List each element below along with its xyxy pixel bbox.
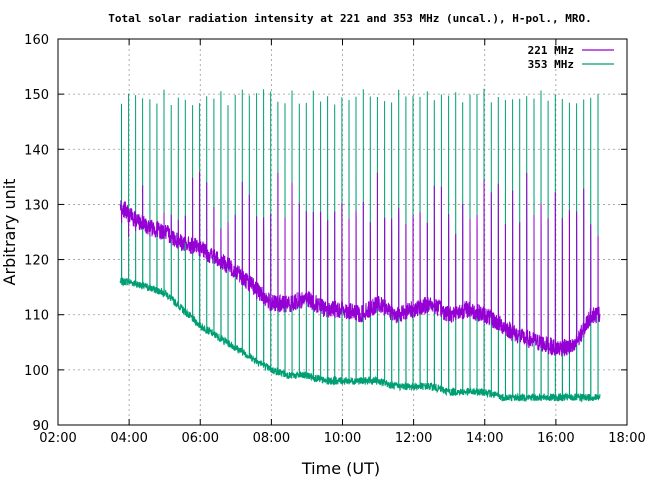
series-line-221-mhz bbox=[119, 171, 601, 357]
y-tick-label: 100 bbox=[24, 364, 49, 379]
y-tick-label: 140 bbox=[24, 143, 49, 158]
y-tick-label: 150 bbox=[24, 88, 49, 103]
x-axis-label: Time (UT) bbox=[301, 459, 380, 478]
x-tick-label: 04:00 bbox=[110, 431, 147, 446]
x-tick-label: 12:00 bbox=[395, 431, 432, 446]
series bbox=[119, 88, 601, 403]
legend-label-221: 221 MHz bbox=[528, 44, 574, 57]
x-tick-label: 10:00 bbox=[324, 431, 361, 446]
y-axis-label: Arbitrary unit bbox=[0, 179, 19, 286]
y-tick-label: 120 bbox=[24, 254, 49, 269]
chart-title: Total solar radiation intensity at 221 a… bbox=[108, 12, 591, 25]
axes: 02:00 04:00 06:00 08:00 10:00 12:00 14:00 16:00… bbox=[24, 33, 646, 446]
y-tick-label: 130 bbox=[24, 198, 49, 213]
x-tick-label: 18:00 bbox=[608, 431, 645, 446]
legend: 221 MHz 353 MHz bbox=[528, 44, 614, 71]
y-tick-label: 160 bbox=[24, 33, 49, 48]
x-tick-label: 14:00 bbox=[466, 431, 503, 446]
y-tick-label: 110 bbox=[24, 309, 49, 324]
x-tick-label: 02:00 bbox=[39, 431, 76, 446]
y-tick-label: 90 bbox=[32, 419, 49, 434]
x-tick-label: 16:00 bbox=[537, 431, 574, 446]
x-tick-label: 08:00 bbox=[253, 431, 290, 446]
x-tick-label: 06:00 bbox=[182, 431, 219, 446]
series-line-353-mhz bbox=[119, 88, 601, 403]
legend-label-353: 353 MHz bbox=[528, 58, 574, 71]
